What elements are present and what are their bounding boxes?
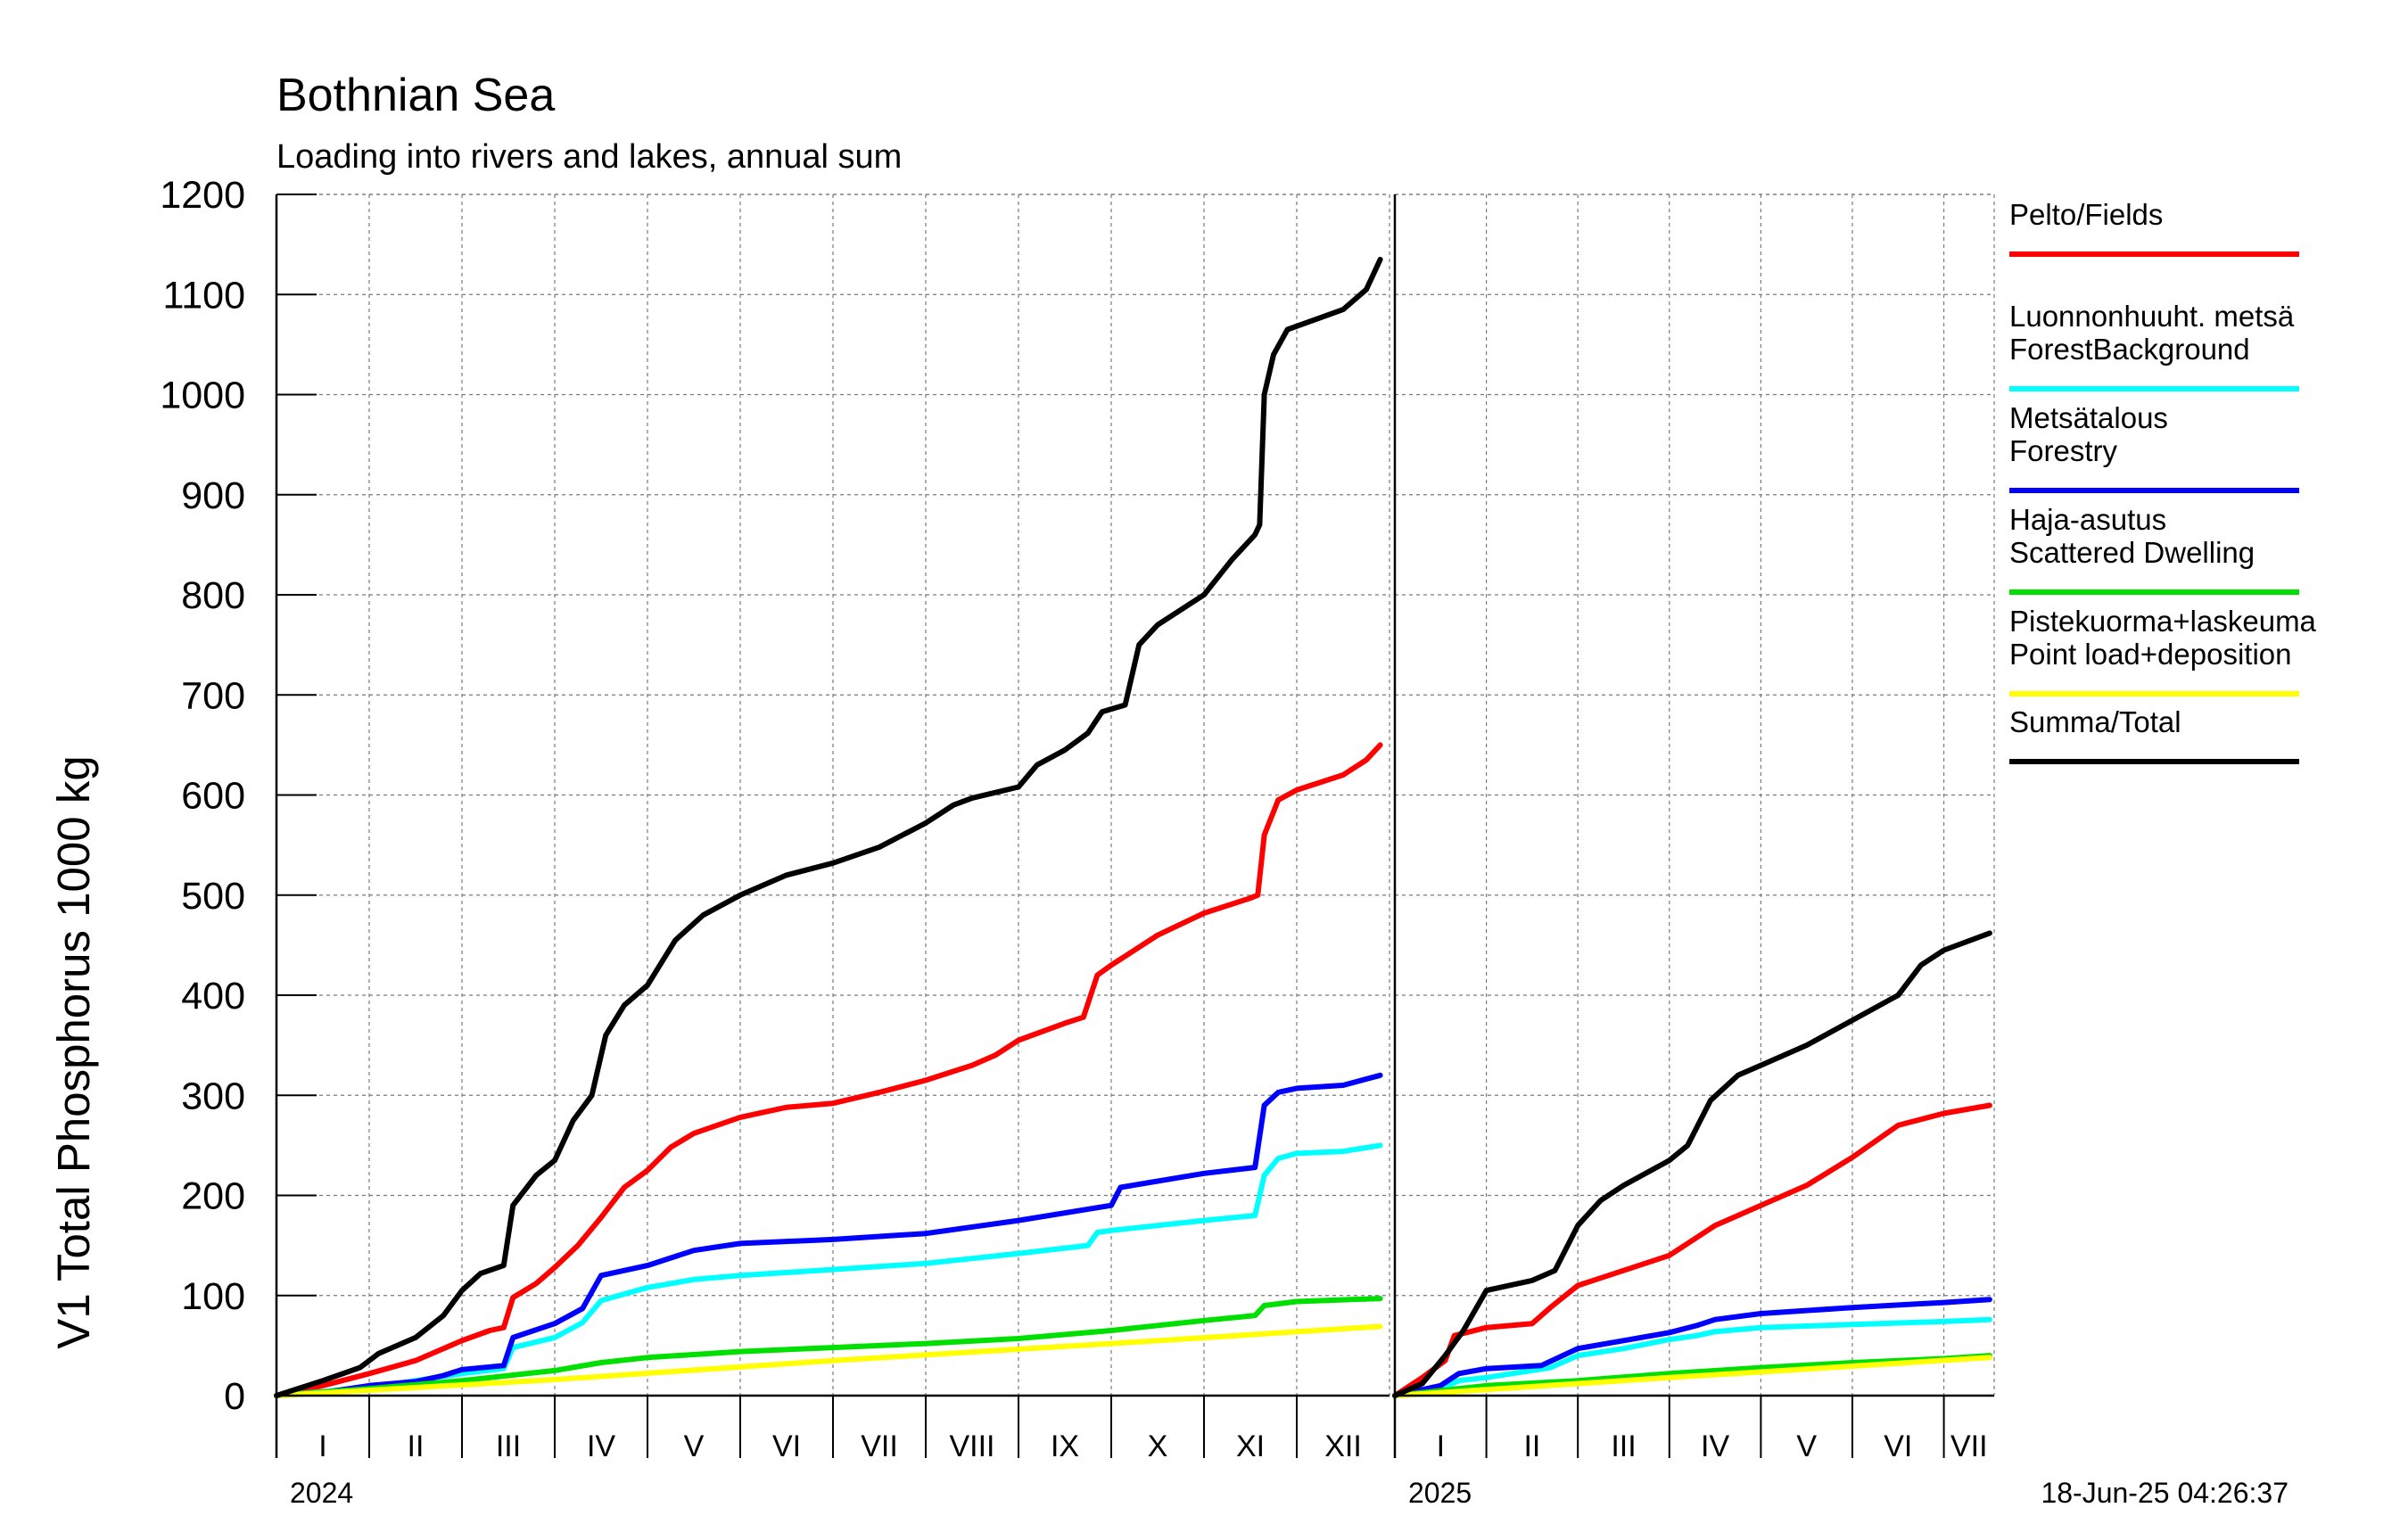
legend-label: Luonnonhuuht. metsä xyxy=(2009,300,2295,333)
y-tick-label: 300 xyxy=(181,1075,245,1117)
y-axis-label: V1 Total Phosphorus 1000 kg xyxy=(48,755,99,1348)
series-line-pelto-fields-2024 xyxy=(274,742,1383,1398)
series-line-pistekuorma-laskeuma-2025 xyxy=(1392,1355,1992,1398)
legend-item: Pelto/Fields xyxy=(2009,198,2299,257)
x-tick-label: VIII xyxy=(949,1429,994,1463)
y-tick-label: 500 xyxy=(181,875,245,918)
legend-label-2: Forestry xyxy=(2009,434,2118,467)
y-tick-label: 1100 xyxy=(163,274,245,317)
y-tick-label: 800 xyxy=(181,574,245,617)
y-tick-label: 400 xyxy=(181,975,245,1018)
series-line-pistekuorma-laskeuma-2024 xyxy=(274,1323,1383,1398)
chart-title: Bothnian Sea xyxy=(276,70,555,121)
axes xyxy=(275,194,1994,1458)
year-label: 2025 xyxy=(1408,1477,1472,1509)
y-tick-label: 0 xyxy=(224,1375,245,1418)
y-tick-label: 900 xyxy=(181,474,245,517)
series-line-mets-talous-2024 xyxy=(274,1072,1383,1398)
x-tick-label: XII xyxy=(1324,1429,1362,1463)
legend-label-2: Scattered Dwelling xyxy=(2009,536,2255,569)
y-tick-label: 700 xyxy=(181,674,245,717)
x-tick-label: VII xyxy=(861,1429,898,1463)
y-tick-label: 1000 xyxy=(160,375,245,417)
x-tick-label: V xyxy=(1796,1429,1817,1463)
timestamp: 18-Jun-25 04:26:37 xyxy=(2041,1477,2288,1509)
y-tick-label: 1200 xyxy=(160,174,245,217)
series-lines xyxy=(274,257,1992,1398)
x-tick-label: II xyxy=(408,1429,425,1463)
legend-label-2: Point load+deposition xyxy=(2009,638,2292,671)
legend-label: Summa/Total xyxy=(2009,705,2181,738)
chart-subtitle: Loading into rivers and lakes, annual su… xyxy=(276,138,902,176)
series-line-luonnonhuuht-mets--2025 xyxy=(1392,1316,1992,1398)
y-tick-label: 600 xyxy=(181,775,245,818)
legend-label: Pistekuorma+laskeuma xyxy=(2009,605,2317,638)
year-label: 2024 xyxy=(290,1477,353,1509)
grid xyxy=(276,194,1995,1396)
x-tick-label: IX xyxy=(1051,1429,1079,1463)
y-tick-label: 100 xyxy=(181,1275,245,1318)
legend-label: Metsätalous xyxy=(2009,401,2168,434)
y-tick-label: 200 xyxy=(181,1175,245,1218)
x-tick-label: III xyxy=(1611,1429,1636,1463)
series-line-pelto-fields-2025 xyxy=(1392,1102,1992,1398)
x-tick-label: IV xyxy=(587,1429,615,1463)
legend: Pelto/Fields Luonnonhuuht. metsäForestBac… xyxy=(2009,198,2317,764)
x-tick-label: VI xyxy=(1884,1429,1912,1463)
series-line-summa-total-2025 xyxy=(1392,930,1992,1398)
x-tick-label: VI xyxy=(772,1429,801,1463)
x-tick-label: X xyxy=(1148,1429,1168,1463)
x-tick-label: XI xyxy=(1236,1429,1265,1463)
y-axis: 0 100 200 300 400 500 600 700 800 900 1000 1100 1200 xyxy=(160,174,317,1418)
x-tick-label: I xyxy=(1437,1429,1445,1463)
legend-label: Pelto/Fields xyxy=(2009,198,2163,231)
x-tick-label: V xyxy=(684,1429,705,1463)
x-tick-label: IV xyxy=(1701,1429,1729,1463)
legend-label-2: ForestBackground xyxy=(2009,333,2250,366)
x-tick-label: VII xyxy=(1950,1429,1988,1463)
series-line-summa-total-2024 xyxy=(274,257,1383,1398)
legend-label: Haja-asutus xyxy=(2009,503,2166,536)
x-tick-label: II xyxy=(1523,1429,1540,1463)
x-tick-label: I xyxy=(318,1429,326,1463)
series-line-haja-asutus-2024 xyxy=(274,1296,1383,1398)
legend-item: Summa/Total xyxy=(2009,705,2299,764)
series-line-luonnonhuuht-mets--2024 xyxy=(274,1142,1383,1398)
series-line-mets-talous-2025 xyxy=(1392,1297,1992,1398)
x-tick-label: III xyxy=(496,1429,521,1463)
